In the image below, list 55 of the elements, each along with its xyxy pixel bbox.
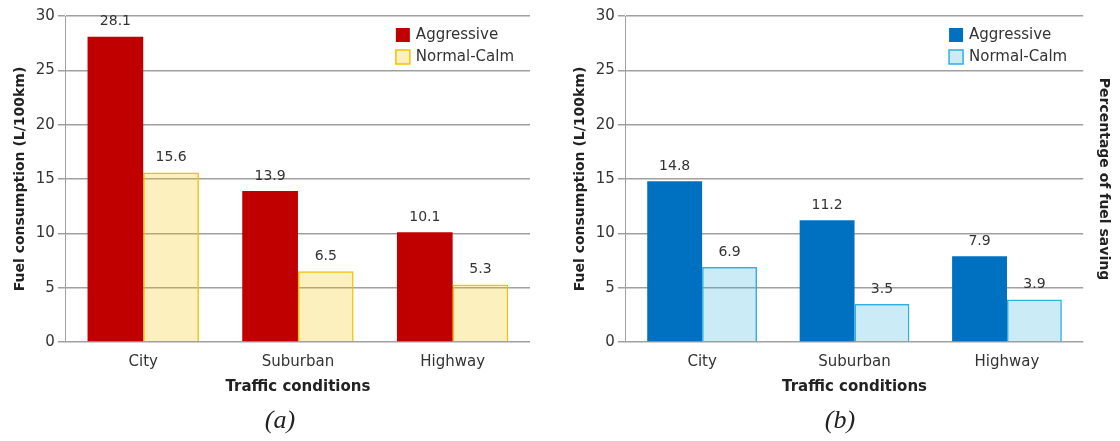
y-tick-label: 15 [35, 168, 55, 187]
legend-label: Normal-Calm [969, 46, 1068, 65]
y-tick-label: 30 [35, 5, 55, 24]
legend-label: Aggressive [969, 24, 1052, 43]
y-tick-label: 20 [35, 114, 55, 133]
y-tick-label: 30 [595, 5, 615, 24]
data-label: 6.5 [314, 247, 337, 264]
x-tick-label: City [687, 351, 717, 370]
bar [396, 232, 453, 342]
y-tick-label: 0 [605, 331, 615, 350]
data-label: 3.5 [870, 279, 894, 296]
x-tick-label: City [128, 351, 159, 370]
y2-axis-title: Percentage of fuel saving [1096, 77, 1113, 281]
data-label: 15.6 [155, 148, 187, 165]
y-tick-label: 10 [595, 223, 615, 242]
legend-label: Normal-Calm [415, 46, 515, 65]
x-tick-label: Highway [420, 351, 486, 370]
data-label: 6.9 [718, 242, 741, 259]
bar [1006, 299, 1062, 342]
y-tick-label: 15 [595, 168, 615, 187]
data-label: 13.9 [254, 166, 286, 183]
y-axis-title: Fuel consumption (L/100km) [11, 66, 28, 292]
bar [242, 190, 298, 342]
x-axis-title: Traffic conditions [782, 376, 928, 395]
legend-label: Aggressive [415, 24, 499, 43]
bar [647, 181, 703, 342]
data-label: 10.1 [409, 207, 441, 224]
y-axis-title: Fuel consumption (L/100km) [571, 66, 588, 292]
data-label: 7.9 [968, 231, 991, 248]
data-label: 14.8 [659, 156, 691, 173]
bar [143, 172, 199, 342]
bar [952, 256, 1007, 342]
data-label: 3.9 [1023, 275, 1046, 292]
data-label: 28.1 [99, 12, 131, 29]
bar [452, 284, 509, 342]
x-tick-label: Highway [974, 351, 1040, 370]
y-tick-label: 20 [595, 114, 615, 133]
bar [297, 271, 354, 342]
bar [87, 36, 144, 342]
bar [854, 303, 910, 342]
x-tick-label: Suburban [261, 351, 335, 370]
y-tick-label: 25 [35, 60, 55, 79]
bar [799, 220, 855, 342]
y-tick-label: 0 [45, 331, 55, 350]
text: (a) [263, 405, 297, 435]
text: (b) [823, 405, 857, 435]
x-tick-label: Suburban [818, 351, 891, 370]
y-tick-label: 10 [35, 223, 55, 242]
y-tick-label: 5 [45, 277, 55, 296]
y-tick-label: 5 [605, 277, 615, 296]
y-tick-label: 25 [595, 60, 615, 79]
data-label: 5.3 [469, 260, 492, 277]
data-label: 11.2 [811, 195, 843, 212]
x-axis-title: Traffic conditions [225, 376, 371, 395]
bar [702, 267, 757, 342]
